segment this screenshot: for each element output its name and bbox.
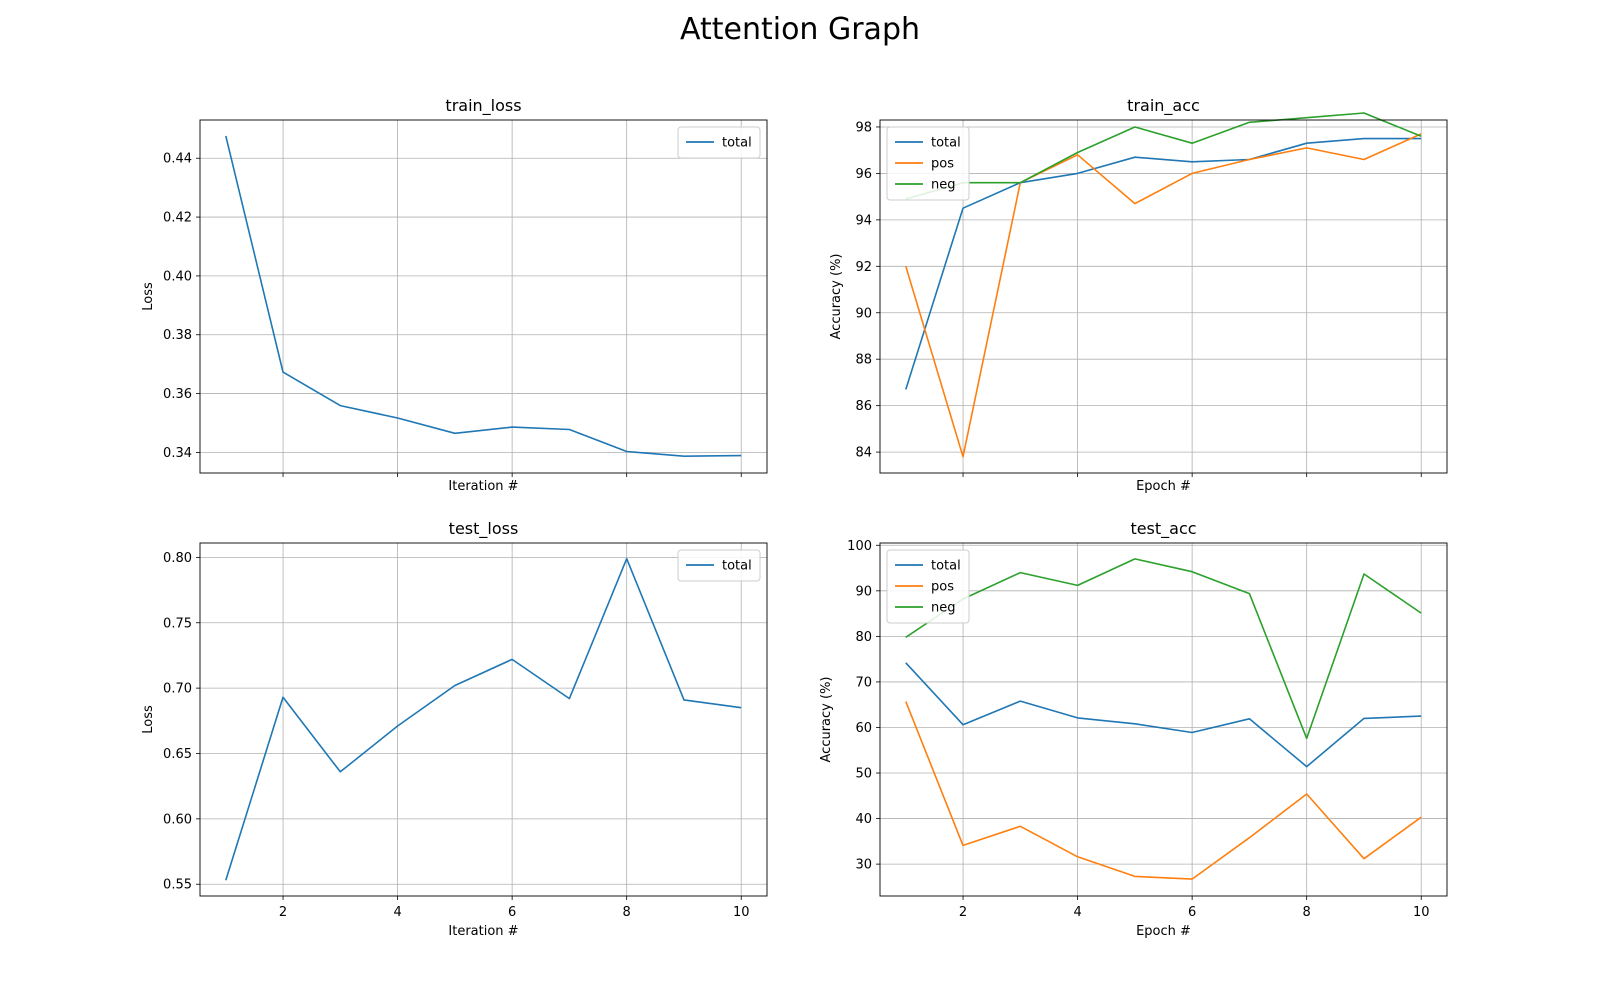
legend-box — [886, 549, 970, 624]
y-tick-label: 0.44 — [163, 152, 192, 167]
legend: total — [677, 549, 761, 582]
x-tick-label: 6 — [508, 905, 516, 920]
x-axis-label: Iteration # — [448, 479, 518, 494]
legend-box — [886, 126, 970, 201]
y-axis-label: Accuracy (%) — [819, 677, 834, 763]
legend-label-pos: pos — [931, 157, 954, 172]
x-tick-label: 4 — [393, 905, 401, 920]
x-tick-label: 6 — [1188, 905, 1196, 920]
series-line-total — [905, 137, 1422, 390]
y-tick-label: 0.38 — [163, 328, 192, 343]
subplot-title: test_acc — [1130, 519, 1196, 539]
y-tick-label: 70 — [855, 675, 872, 690]
y-tick-label: 0.42 — [163, 211, 192, 226]
y-tick-label: 90 — [855, 584, 872, 599]
subplot-train_acc: 84 86 88 90 92 94 96 98 train_acc Epoch # Accuracy… — [829, 96, 1448, 494]
y-tick-label: 50 — [855, 767, 872, 782]
x-axis-label: Epoch # — [1136, 479, 1191, 494]
series-line-neg — [905, 112, 1422, 200]
y-tick-label: 88 — [855, 353, 872, 368]
figure-title: Attention Graph — [679, 12, 920, 47]
y-tick-label: 40 — [855, 812, 872, 827]
legend-label-neg: neg — [931, 601, 956, 616]
y-tick-label: 90 — [855, 306, 872, 321]
x-tick-label: 4 — [1073, 905, 1081, 920]
y-tick-label: 0.70 — [163, 682, 192, 697]
subplot-title: train_acc — [1127, 96, 1200, 116]
subplot-title: test_loss — [449, 519, 519, 539]
y-tick-label: 100 — [847, 539, 872, 554]
y-axis-label: Accuracy (%) — [829, 254, 844, 340]
axes-frame — [879, 119, 1448, 474]
x-axis-label: Iteration # — [448, 924, 518, 939]
subplot-test_acc: 2 4 6 8 10 30 40 50 60 70 80 90 100 test_acc Epoch # Ac… — [819, 519, 1448, 939]
y-tick-label: 0.75 — [163, 616, 192, 631]
series-line-total — [225, 135, 742, 458]
legend-label-pos: pos — [931, 580, 954, 595]
y-tick-label: 0.36 — [163, 387, 192, 402]
legend-label-total: total — [931, 559, 961, 574]
y-tick-label: 96 — [855, 167, 872, 182]
legend-label-total: total — [931, 136, 961, 151]
x-axis-label: Epoch # — [1136, 924, 1191, 939]
legend: total pos neg — [886, 549, 970, 624]
subplot-train_loss: 0.34 0.36 0.38 0.40 0.42 0.44 train_loss Iterat… — [141, 96, 768, 494]
y-tick-label: 98 — [855, 120, 872, 135]
legend-label-total: total — [722, 559, 752, 574]
x-tick-label: 8 — [1303, 905, 1311, 920]
series-line-pos — [905, 133, 1422, 458]
series-line-total — [225, 557, 742, 881]
y-tick-label: 84 — [855, 446, 872, 461]
axes-frame — [199, 542, 768, 897]
legend-box — [677, 126, 761, 159]
y-tick-label: 60 — [855, 721, 872, 736]
x-tick-label: 10 — [733, 905, 750, 920]
y-tick-label: 0.60 — [163, 812, 192, 827]
legend-box — [677, 549, 761, 582]
x-tick-label: 2 — [959, 905, 967, 920]
series-line-pos — [905, 701, 1422, 880]
legend: total — [677, 126, 761, 159]
legend-label-neg: neg — [931, 178, 956, 193]
x-tick-label: 8 — [623, 905, 631, 920]
y-tick-label: 0.65 — [163, 747, 192, 762]
y-tick-label: 92 — [855, 260, 872, 275]
axes-frame — [199, 119, 768, 474]
x-tick-label: 2 — [279, 905, 287, 920]
y-tick-label: 94 — [855, 213, 872, 228]
y-tick-label: 0.80 — [163, 551, 192, 566]
axes-frame — [879, 542, 1448, 897]
y-tick-label: 0.34 — [163, 446, 192, 461]
legend: total pos neg — [886, 126, 970, 201]
y-tick-label: 0.55 — [163, 878, 192, 893]
subplot-test_loss: 2 4 6 8 10 0.55 0.60 0.65 0.70 0.75 0.80 test_loss I… — [141, 519, 768, 939]
y-tick-label: 30 — [855, 858, 872, 873]
y-tick-label: 86 — [855, 399, 872, 414]
y-axis-label: Loss — [141, 705, 156, 734]
subplot-title: train_loss — [445, 96, 521, 116]
series-line-total — [905, 662, 1422, 768]
y-tick-label: 80 — [855, 630, 872, 645]
y-tick-label: 0.40 — [163, 269, 192, 284]
x-tick-label: 10 — [1413, 905, 1430, 920]
legend-label-total: total — [722, 136, 752, 151]
series-line-neg — [905, 558, 1422, 740]
y-axis-label: Loss — [141, 282, 156, 311]
